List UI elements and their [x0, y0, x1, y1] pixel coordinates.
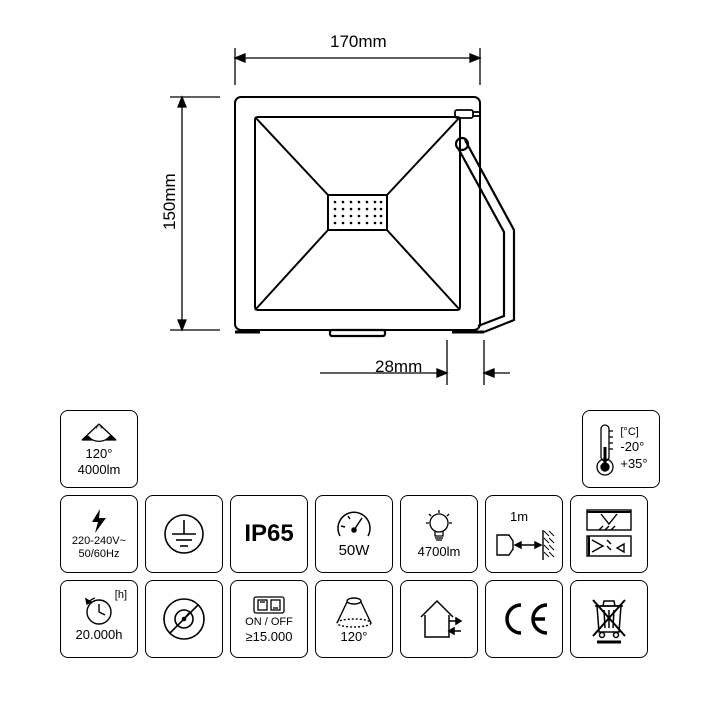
temperature-spec: [°C] -20° +35°: [582, 410, 660, 488]
spec-row-1: 120° 4000lm [°C] -20° +35°: [60, 410, 660, 488]
distance-value: 1m: [510, 509, 528, 525]
width-dimension: 170mm: [330, 32, 387, 52]
spec-grid: 120° 4000lm [°C] -20° +35°: [60, 410, 660, 665]
grounding-spec: [145, 495, 223, 573]
no-dimmer-icon: [159, 594, 209, 644]
weee-spec: [570, 580, 648, 658]
temp-min: -20°: [620, 439, 644, 456]
wheelie-bin-icon: [587, 592, 631, 646]
house-icon: [413, 593, 465, 645]
mounting-spec: [570, 495, 648, 573]
spec-row-3: [h] 20.000h: [60, 580, 660, 658]
switch-cycles-value: ≥15.000: [246, 629, 293, 645]
lumens-value: 4700lm: [418, 544, 461, 560]
main-diagram: 170mm 150mm 28mm: [60, 30, 660, 410]
ce-icon: [497, 599, 551, 639]
lifetime-value: 20.000h: [76, 627, 123, 643]
ce-mark-spec: [485, 580, 563, 658]
thermometer-icon: [594, 419, 616, 479]
voltage-line2: 50/60Hz: [79, 548, 120, 561]
beam-spec: 120° 4000lm: [60, 410, 138, 488]
temp-max: +35°: [620, 456, 647, 473]
beam-angle-2-spec: 120°: [315, 580, 393, 658]
wattage-spec: 50W: [315, 495, 393, 573]
voltage-spec: 220-240V~ 50/60Hz: [60, 495, 138, 573]
ip-rating-value: IP65: [244, 520, 293, 549]
voltage-line1: 220-240V~: [72, 535, 126, 548]
cone-icon: [332, 593, 376, 629]
beam-angle-icon: [74, 420, 124, 446]
lifetime-unit: [h]: [115, 589, 127, 602]
beam-lumens-value: 4000lm: [78, 462, 121, 478]
switch-icon: [251, 594, 287, 616]
switch-label: ON / OFF: [245, 616, 293, 629]
mount-icon: [579, 504, 639, 564]
bracket-dimension: 28mm: [375, 357, 422, 377]
switch-cycles-spec: ON / OFF ≥15.000: [230, 580, 308, 658]
beam-angle-2-value: 120°: [341, 629, 368, 645]
bulb-icon: [423, 508, 455, 544]
beam-angle-value: 120°: [86, 446, 113, 462]
distance-spec: 1m: [485, 495, 563, 573]
lightning-icon: [86, 507, 112, 535]
wattage-value: 50W: [339, 542, 370, 560]
lumens-spec: 4700lm: [400, 495, 478, 573]
height-dimension: 150mm: [160, 173, 180, 230]
no-dim-spec: [145, 580, 223, 658]
ground-icon: [160, 510, 208, 558]
lifetime-spec: [h] 20.000h: [60, 580, 138, 658]
distance-icon: [491, 525, 557, 565]
temp-unit: [°C]: [620, 425, 638, 439]
indoor-outdoor-spec: [400, 580, 478, 658]
spec-row-2: 220-240V~ 50/60Hz IP65: [60, 495, 660, 573]
ip-rating-spec: IP65: [230, 495, 308, 573]
dimension-drawing: [60, 30, 660, 410]
gauge-icon: [335, 508, 373, 542]
clock-icon: [81, 595, 117, 627]
